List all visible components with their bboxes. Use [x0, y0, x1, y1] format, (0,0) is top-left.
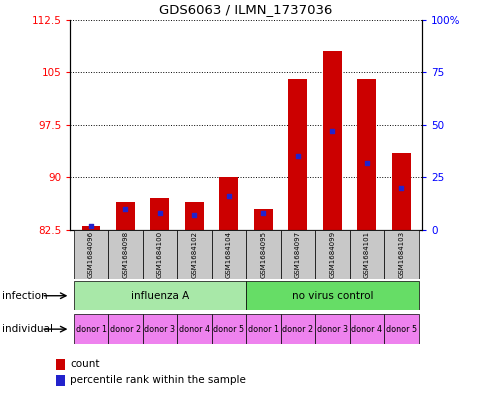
Bar [245, 230, 280, 279]
Text: count: count [70, 359, 100, 369]
Text: percentile rank within the sample: percentile rank within the sample [70, 375, 246, 385]
Point [328, 128, 335, 134]
Point [259, 210, 267, 216]
Text: donor 3: donor 3 [316, 325, 347, 334]
Text: GSM1684102: GSM1684102 [191, 231, 197, 278]
Bar [108, 314, 142, 344]
Point [156, 210, 164, 216]
Bar [108, 230, 142, 279]
Bar [280, 230, 315, 279]
Bar [211, 230, 245, 279]
Bar [116, 202, 135, 230]
Text: GSM1684100: GSM1684100 [157, 231, 163, 278]
Text: individual: individual [2, 324, 53, 334]
Text: donor 2: donor 2 [282, 325, 313, 334]
Text: donor 3: donor 3 [144, 325, 175, 334]
Bar [315, 314, 349, 344]
Text: donor 1: donor 1 [76, 325, 106, 334]
Text: influenza A: influenza A [131, 291, 189, 301]
Title: GDS6063 / ILMN_1737036: GDS6063 / ILMN_1737036 [159, 3, 332, 16]
Bar [245, 281, 418, 310]
Text: donor 1: donor 1 [247, 325, 278, 334]
Bar [150, 198, 169, 230]
Bar [383, 230, 418, 279]
Bar [349, 314, 383, 344]
Bar [383, 314, 418, 344]
Text: donor 4: donor 4 [179, 325, 210, 334]
Text: donor 5: donor 5 [213, 325, 244, 334]
Bar [142, 314, 177, 344]
Bar [322, 51, 341, 230]
Bar [177, 230, 211, 279]
Bar [211, 314, 245, 344]
Point [396, 185, 404, 191]
Bar [74, 281, 245, 310]
Bar [391, 153, 410, 230]
Bar [315, 230, 349, 279]
Text: GSM1684095: GSM1684095 [260, 231, 266, 278]
Bar [349, 230, 383, 279]
Bar [219, 177, 238, 230]
Bar [184, 202, 203, 230]
Point [293, 153, 301, 160]
Text: GSM1684101: GSM1684101 [363, 231, 369, 278]
Bar [142, 230, 177, 279]
Text: donor 5: donor 5 [385, 325, 416, 334]
Text: GSM1684103: GSM1684103 [397, 231, 404, 278]
Bar [357, 79, 376, 230]
Bar [74, 314, 108, 344]
Text: infection: infection [2, 291, 48, 301]
Bar [177, 314, 211, 344]
Text: donor 4: donor 4 [350, 325, 381, 334]
Point [225, 193, 232, 199]
Text: GSM1684104: GSM1684104 [226, 231, 231, 278]
Point [87, 222, 95, 229]
Point [190, 212, 198, 219]
Text: GSM1684096: GSM1684096 [88, 231, 94, 278]
Bar [253, 209, 272, 230]
Bar [56, 359, 65, 369]
Bar [81, 226, 100, 230]
Bar [74, 230, 108, 279]
Point [362, 160, 370, 166]
Bar [288, 79, 307, 230]
Bar [56, 375, 65, 386]
Text: GSM1684097: GSM1684097 [294, 231, 300, 278]
Text: donor 2: donor 2 [110, 325, 141, 334]
Text: no virus control: no virus control [291, 291, 372, 301]
Bar [245, 314, 280, 344]
Text: GSM1684099: GSM1684099 [329, 231, 334, 278]
Text: GSM1684098: GSM1684098 [122, 231, 128, 278]
Point [121, 206, 129, 212]
Bar [280, 314, 315, 344]
